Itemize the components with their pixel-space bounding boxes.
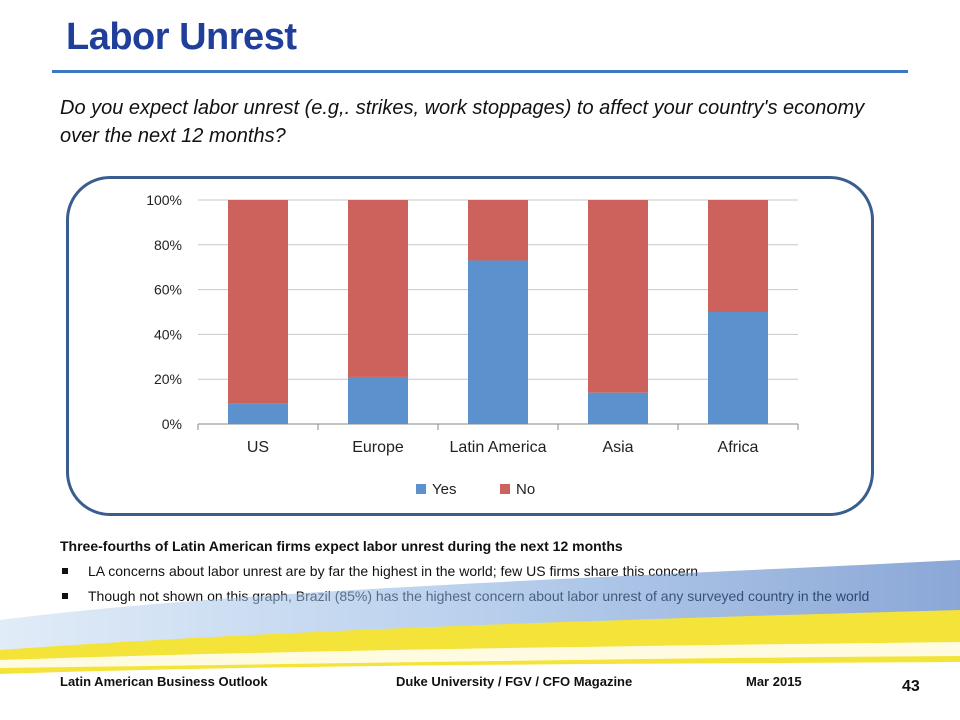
legend-label-yes: Yes (432, 481, 456, 498)
y-tick-label: 20% (154, 371, 182, 387)
survey-question: Do you expect labor unrest (e.g,. strike… (60, 97, 865, 147)
bar-no-us (228, 200, 288, 404)
footer-date: Mar 2015 (746, 674, 802, 689)
bar-yes-asia (588, 392, 648, 424)
bar-yes-europe (348, 376, 408, 424)
slide-title: Labor Unrest (66, 16, 297, 58)
square-bullet-icon (62, 568, 68, 574)
bullet-item: LA concerns about labor unrest are by fa… (60, 562, 900, 581)
legend-label-no: No (516, 481, 535, 498)
x-category-label: US (247, 439, 269, 456)
bar-no-europe (348, 200, 408, 377)
x-category-label: Latin America (450, 439, 547, 456)
bar-yes-us (228, 403, 288, 424)
x-category-label: Asia (602, 439, 633, 456)
bar-yes-latin-america (468, 260, 528, 424)
bar-no-asia (588, 200, 648, 393)
bar-no-latin-america (468, 200, 528, 261)
footer-center: Duke University / FGV / CFO Magazine (396, 674, 633, 689)
y-tick-label: 40% (154, 326, 182, 342)
summary-headline: Three-fourths of Latin American firms ex… (60, 538, 623, 554)
page-number: 43 (902, 678, 920, 695)
x-category-label: Europe (352, 439, 404, 456)
y-tick-label: 0% (162, 416, 182, 432)
title-underline (52, 70, 908, 73)
legend-swatch-no (500, 484, 510, 494)
square-bullet-icon (62, 593, 68, 599)
footer-swoosh-decoration (0, 560, 960, 720)
bar-no-africa (708, 200, 768, 312)
bar-yes-africa (708, 312, 768, 424)
stacked-bar-chart: 0% 20% 40% 60% 80% 100% US Europe Latin America A… (146, 192, 799, 498)
x-category-label: Africa (718, 439, 759, 456)
y-tick-label: 80% (154, 237, 182, 253)
legend-swatch-yes (416, 484, 426, 494)
y-tick-label: 60% (154, 282, 182, 298)
footer-left: Latin American Business Outlook (60, 674, 268, 689)
y-tick-label: 100% (146, 192, 182, 208)
bullet-text: LA concerns about labor unrest are by fa… (88, 563, 699, 579)
